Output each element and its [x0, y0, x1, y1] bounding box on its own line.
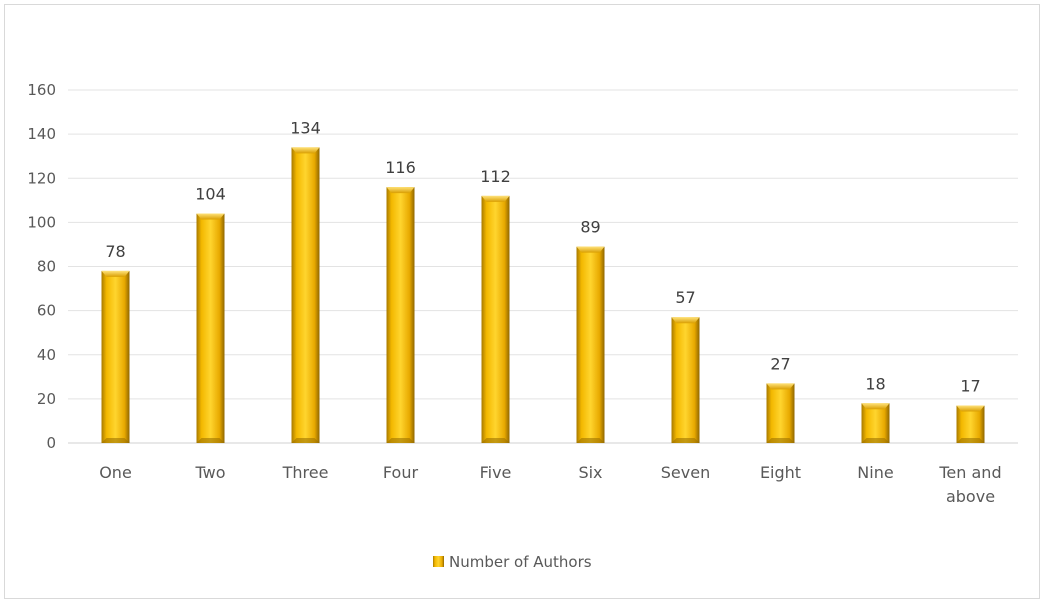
bar [386, 187, 415, 443]
data-label: 89 [580, 218, 600, 237]
bar-base [386, 438, 415, 443]
data-label: 27 [770, 354, 790, 373]
data-labels: 78 104 134 116 112 89 57 27 18 17 [105, 118, 980, 395]
bar-base [481, 438, 510, 443]
bar [101, 270, 130, 443]
y-tick-label: 120 [27, 169, 56, 187]
legend: Number of Authors [433, 553, 592, 571]
data-label: 104 [195, 185, 226, 204]
bar-cap [101, 270, 130, 277]
bar-cap [196, 213, 225, 220]
x-tick-label: Eight [760, 463, 801, 482]
x-tick-label: Four [383, 463, 419, 482]
y-tick-label: 0 [46, 434, 56, 452]
chart-frame [4, 4, 1040, 599]
y-tick-label: 140 [27, 125, 56, 143]
x-tick-label: Seven [661, 463, 710, 482]
bar-base [576, 438, 605, 443]
x-tick-label: Nine [857, 463, 893, 482]
bar [481, 195, 510, 443]
bar-cap [576, 246, 605, 253]
x-tick-label: Ten and above [938, 463, 1001, 506]
x-tick-label: Two [195, 463, 226, 482]
bar [766, 383, 795, 443]
bar-cap [671, 317, 700, 324]
legend-label: Number of Authors [449, 553, 592, 571]
bar [196, 213, 225, 443]
y-tick-label: 100 [27, 213, 56, 231]
x-tick-label: Three [282, 463, 329, 482]
y-tick-label: 160 [27, 81, 56, 99]
legend-swatch [433, 556, 444, 567]
data-label: 112 [480, 167, 511, 186]
bar-base [956, 438, 985, 443]
data-label: 78 [105, 242, 125, 261]
x-tick-label: Six [578, 463, 602, 482]
bar-base [291, 438, 320, 443]
x-axis-labels: One Two Three Four Five Six Seven Eight Nine Ten … [99, 463, 1001, 506]
bar-base [101, 438, 130, 443]
y-tick-label: 80 [37, 258, 56, 276]
y-tick-label: 40 [37, 346, 56, 364]
x-tick-label: Five [480, 463, 512, 482]
bar-cap [291, 147, 320, 154]
bar [291, 147, 320, 444]
bar [576, 246, 605, 443]
bar-cap [481, 195, 510, 202]
bar-base [196, 438, 225, 443]
bar-cap [861, 403, 890, 410]
bars [101, 147, 985, 444]
data-label: 134 [290, 118, 321, 137]
gridlines [68, 89, 1018, 444]
data-label: 116 [385, 158, 416, 177]
bar [956, 405, 985, 443]
bar-base [766, 438, 795, 443]
bar-base [671, 438, 700, 443]
y-tick-label: 60 [37, 302, 56, 320]
bar-cap [766, 383, 795, 390]
bar-base [861, 438, 890, 443]
bar-cap [956, 405, 985, 412]
x-tick-label: One [99, 463, 132, 482]
data-label: 17 [960, 376, 980, 395]
data-label: 57 [675, 288, 695, 307]
bar [861, 403, 890, 443]
data-label: 18 [865, 374, 885, 393]
bar [671, 317, 700, 443]
y-tick-label: 20 [37, 390, 56, 408]
bar-cap [386, 187, 415, 194]
y-axis-ticks: 0 20 40 60 80 100 120 140 160 [27, 81, 56, 452]
